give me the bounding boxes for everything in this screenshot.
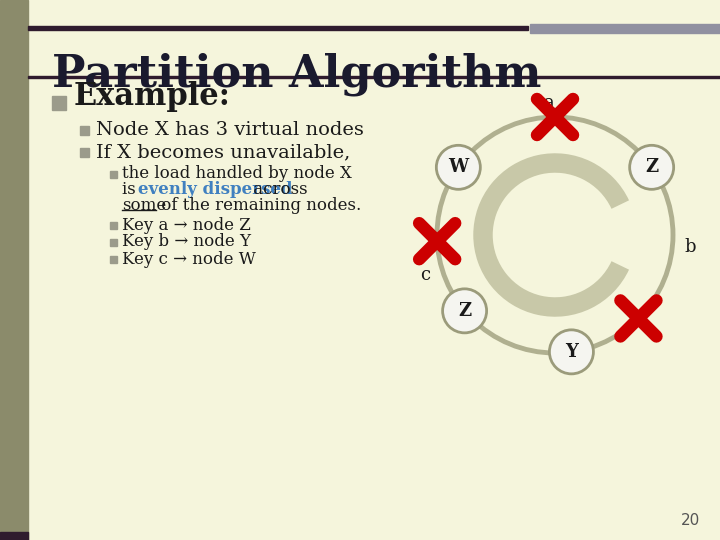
Text: some: some xyxy=(122,197,166,213)
Text: Key b → node Y: Key b → node Y xyxy=(122,233,251,251)
Text: Example:: Example: xyxy=(74,82,231,112)
Bar xyxy=(80,147,89,157)
Text: If X becomes unavailable,: If X becomes unavailable, xyxy=(96,143,350,161)
Text: Partition Algorithm: Partition Algorithm xyxy=(52,52,541,96)
Bar xyxy=(52,96,66,110)
Text: the load handled by node X: the load handled by node X xyxy=(122,165,352,183)
Text: W: W xyxy=(449,158,469,177)
Bar xyxy=(110,171,117,178)
Text: 20: 20 xyxy=(680,513,700,528)
Text: is: is xyxy=(122,181,141,199)
Bar xyxy=(80,125,89,134)
Circle shape xyxy=(630,145,674,190)
Bar xyxy=(530,24,720,33)
Text: a: a xyxy=(543,94,554,112)
Text: c: c xyxy=(420,266,431,284)
Bar xyxy=(28,26,528,30)
Text: Key a → node Z: Key a → node Z xyxy=(122,217,251,233)
Circle shape xyxy=(436,145,480,190)
Text: of the remaining nodes.: of the remaining nodes. xyxy=(156,197,361,213)
Bar xyxy=(0,532,28,540)
Text: b: b xyxy=(685,238,696,256)
Bar xyxy=(110,255,117,262)
Bar xyxy=(110,239,117,246)
Text: Z: Z xyxy=(458,302,471,320)
Text: Z: Z xyxy=(645,158,658,177)
Circle shape xyxy=(549,330,593,374)
Text: evenly dispersed: evenly dispersed xyxy=(138,181,292,199)
Bar xyxy=(110,221,117,228)
Circle shape xyxy=(443,289,487,333)
Text: Key c → node W: Key c → node W xyxy=(122,251,256,267)
Bar xyxy=(0,0,28,540)
Bar xyxy=(28,76,720,78)
Text: across: across xyxy=(248,181,307,199)
Text: Node X has 3 virtual nodes: Node X has 3 virtual nodes xyxy=(96,121,364,139)
Text: Y: Y xyxy=(565,343,578,361)
